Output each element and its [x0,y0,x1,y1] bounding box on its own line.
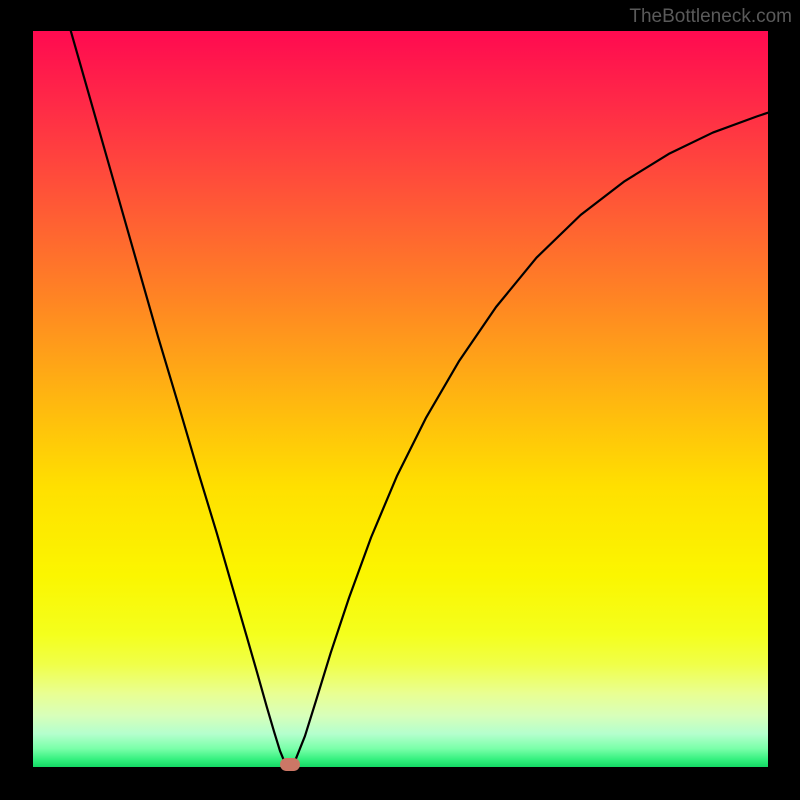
chart-frame: TheBottleneck.com [0,0,800,800]
bottleneck-curve [70,27,768,767]
plot-area [33,31,768,767]
curve-layer [33,31,768,767]
optimum-marker [280,758,300,771]
watermark-text: TheBottleneck.com [629,6,792,28]
